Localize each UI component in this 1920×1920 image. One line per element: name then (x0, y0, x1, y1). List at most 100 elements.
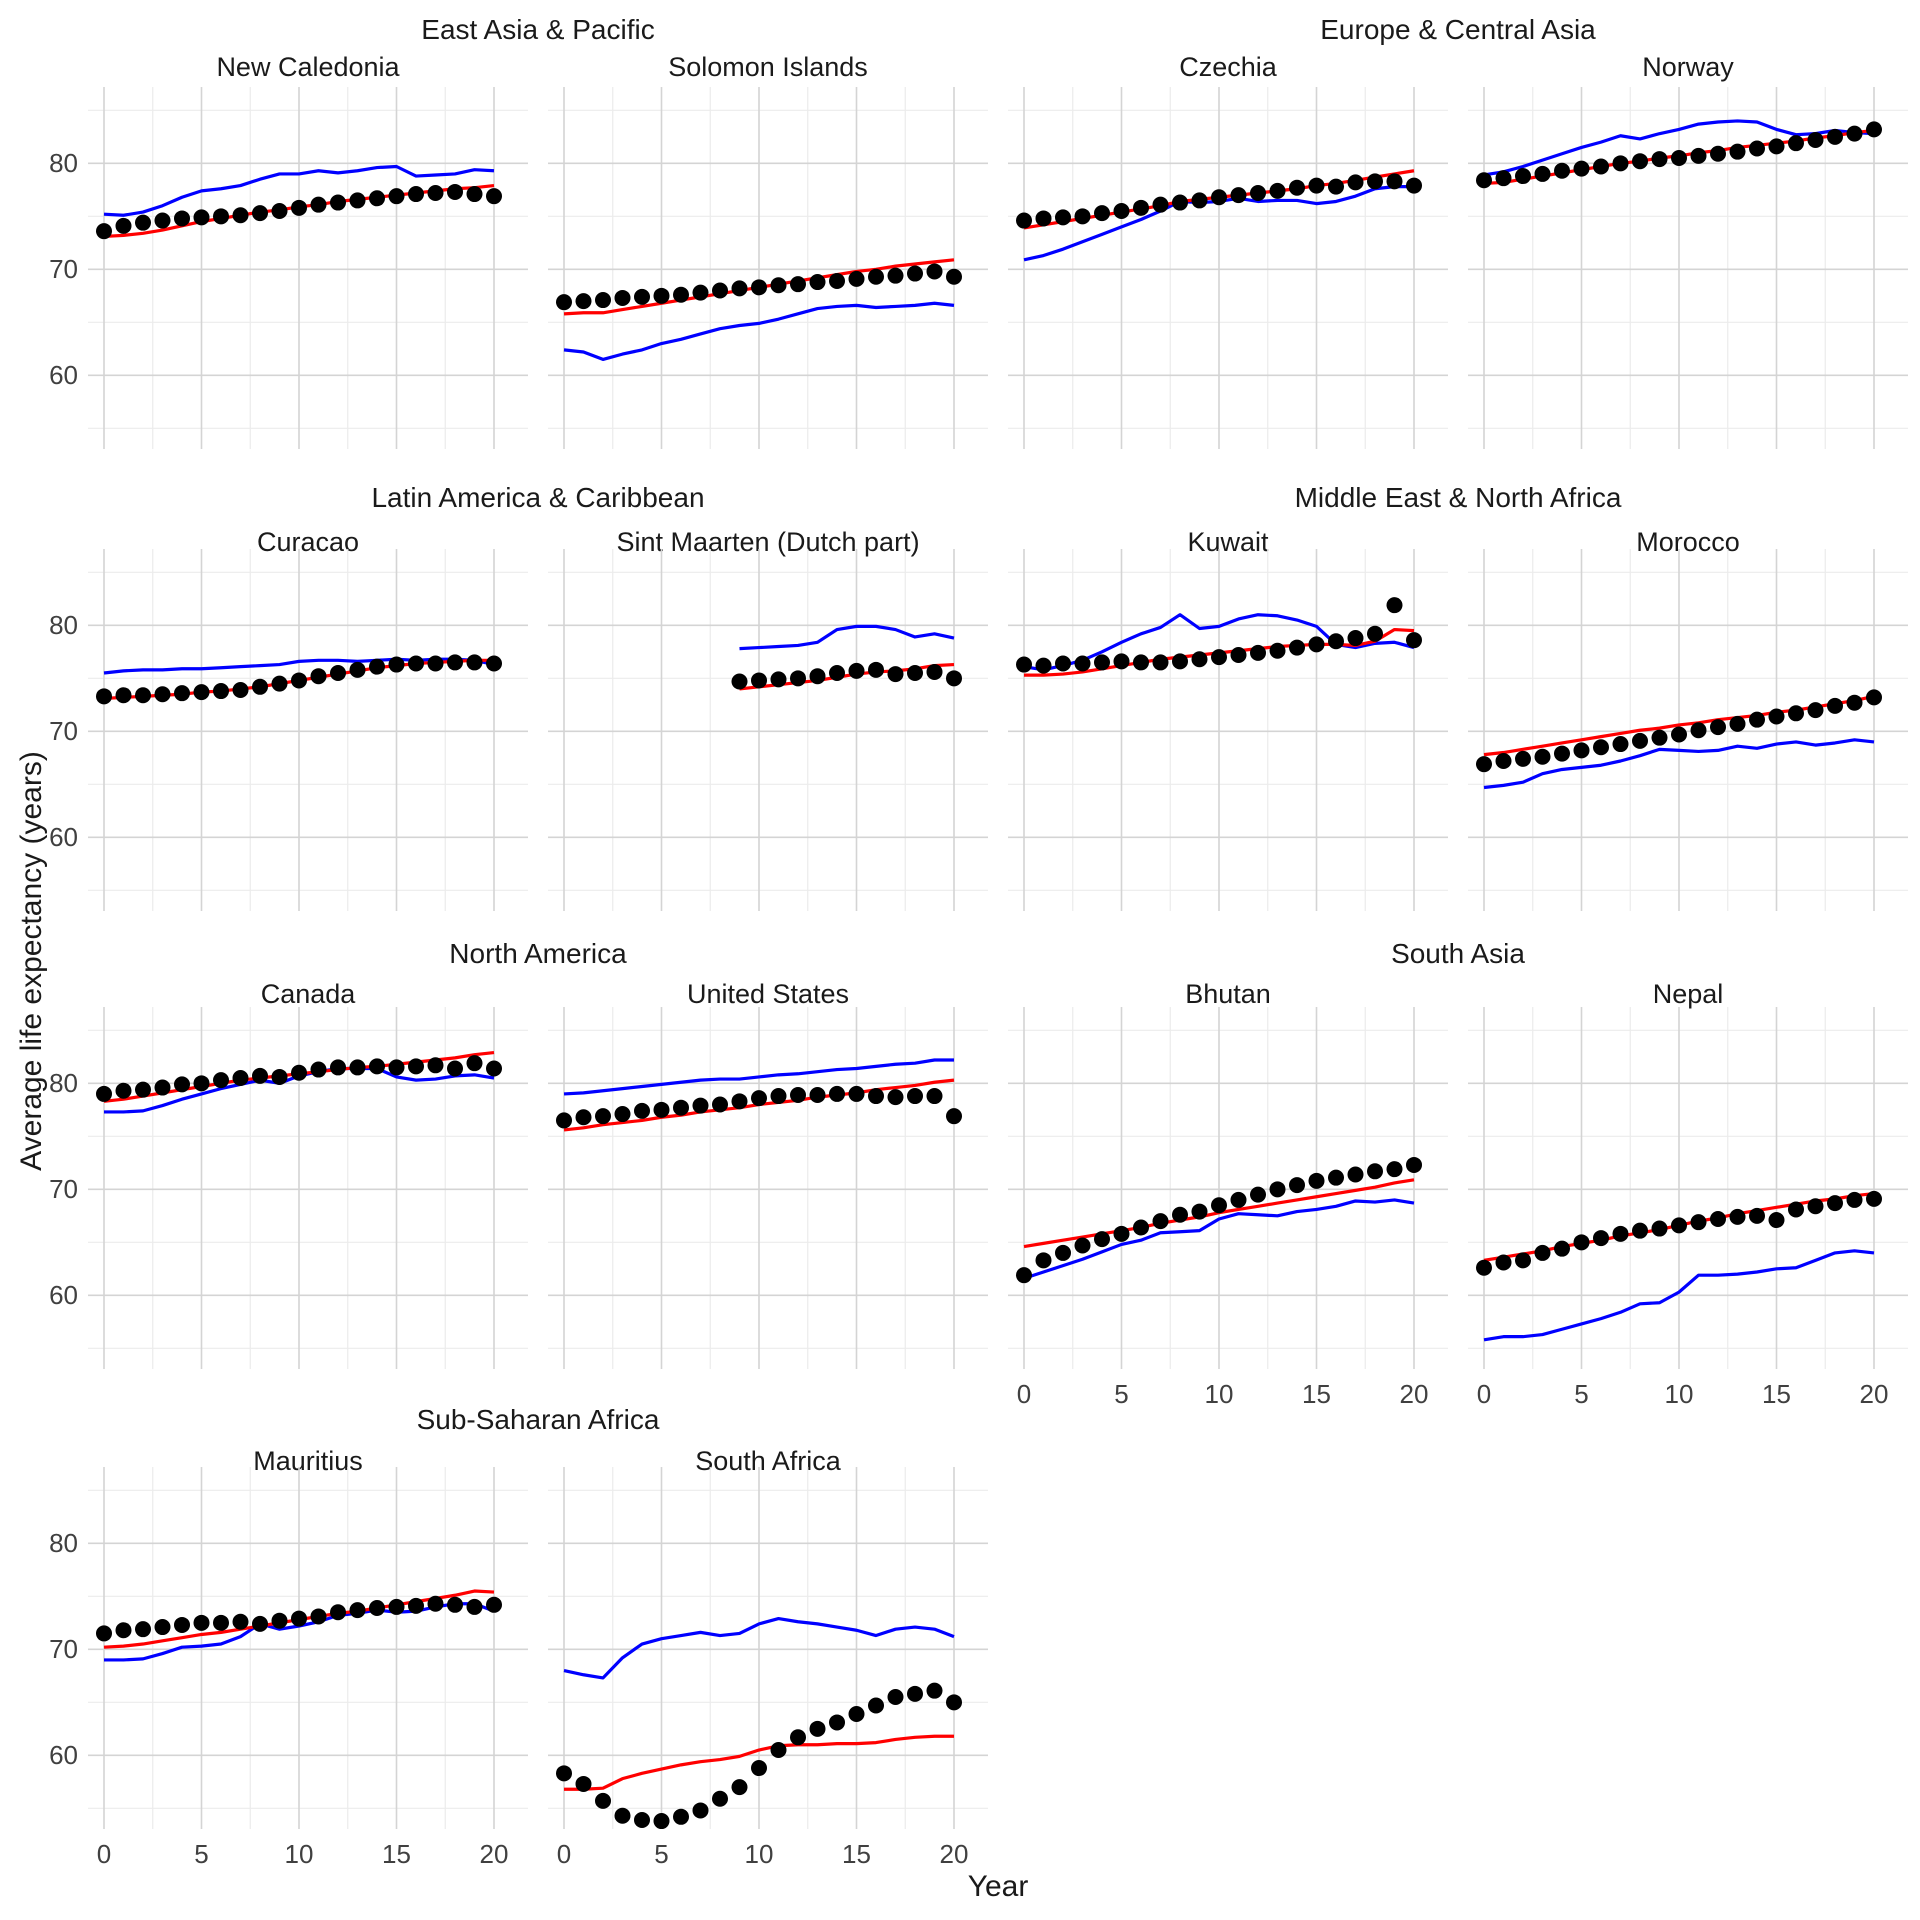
observed-point (770, 277, 787, 294)
observed-point (486, 1596, 502, 1613)
x-tick-label: 10 (1205, 1379, 1234, 1409)
observed-point (634, 1811, 650, 1828)
observed-point (447, 183, 463, 200)
observed-point (1612, 155, 1629, 172)
observed-point (868, 661, 884, 678)
observed-point (1807, 1198, 1824, 1215)
observed-point (1651, 729, 1668, 746)
observed-point (595, 292, 611, 309)
observed-point (271, 1612, 288, 1629)
blue-model-line (739, 624, 955, 651)
observed-point (1671, 1217, 1687, 1234)
observed-point (349, 1602, 366, 1619)
observed-point (1846, 694, 1863, 711)
blue-model-line (1023, 1198, 1415, 1280)
panel-kuwait (1008, 549, 1448, 911)
observed-point (809, 274, 826, 291)
observed-point (1386, 173, 1403, 190)
observed-point (712, 1096, 728, 1113)
observed-point (556, 1765, 572, 1782)
observed-point (252, 205, 268, 222)
observed-point (135, 1081, 151, 1098)
observed-point (1671, 726, 1687, 743)
observed-point (848, 1705, 865, 1722)
observed-point (1367, 1163, 1383, 1180)
observed-point (1593, 1230, 1609, 1247)
observed-point (1055, 1244, 1071, 1261)
observed-point (135, 687, 151, 704)
observed-point (427, 655, 444, 672)
observed-point (1749, 711, 1765, 728)
x-tick-label: 5 (1574, 1379, 1588, 1409)
observed-point (1055, 209, 1071, 226)
blue-model-line (103, 164, 495, 217)
observed-point (291, 1610, 307, 1627)
observed-point (1515, 750, 1531, 767)
observed-point (447, 1596, 463, 1613)
observed-point (751, 1090, 767, 1107)
observed-point (1406, 177, 1422, 194)
observed-point (349, 661, 366, 678)
observed-point (868, 1697, 884, 1714)
observed-point (790, 1086, 806, 1103)
observed-point (1866, 121, 1882, 138)
observed-point (1172, 653, 1188, 670)
observed-point (614, 1807, 631, 1824)
observed-point (466, 186, 483, 203)
observed-point (213, 1614, 229, 1631)
observed-point (692, 1097, 709, 1114)
observed-point (447, 654, 463, 671)
panel-sint-maarten-dutch-part (548, 549, 988, 911)
observed-point (486, 655, 502, 672)
observed-point (731, 673, 748, 690)
observed-point (1573, 1234, 1590, 1251)
x-tick-label: 5 (1114, 1379, 1128, 1409)
observed-point (369, 1058, 385, 1075)
observed-point (907, 265, 923, 282)
observed-point (1269, 182, 1286, 199)
observed-point (1612, 736, 1629, 753)
observed-point (1749, 1207, 1765, 1224)
observed-point (154, 212, 171, 229)
observed-point (926, 1682, 943, 1699)
observed-point (1016, 656, 1032, 673)
observed-point (1573, 742, 1590, 759)
region-title-latin-america-caribbean: Latin America & Caribbean (371, 482, 705, 513)
observed-point (1094, 205, 1110, 222)
observed-point (595, 1108, 611, 1125)
panel-bhutan: 0 5 10 15 20 (1008, 1007, 1448, 1409)
facet-title-sint-maarten-dutch-part: Sint Maarten (Dutch part) (616, 527, 920, 557)
observed-point (1172, 1206, 1188, 1223)
observed-point (466, 1598, 483, 1615)
observed-point (653, 1813, 670, 1830)
observed-point (1710, 145, 1726, 162)
panel-czechia (1008, 87, 1448, 449)
observed-point (427, 1057, 444, 1074)
x-tick-label: 20 (480, 1839, 509, 1869)
observed-point (614, 1106, 631, 1123)
panel-canada (88, 1007, 528, 1369)
facet-title-new-caledonia: New Caledonia (216, 52, 400, 82)
panel-solomon-islands (548, 87, 988, 449)
observed-point (731, 280, 748, 297)
observed-point (1328, 178, 1344, 195)
blue-model-line (1483, 738, 1875, 790)
observed-point (1827, 1195, 1843, 1212)
observed-point (1347, 174, 1364, 191)
observed-point (1406, 632, 1422, 649)
observed-point (1211, 1197, 1227, 1214)
observed-point (1476, 1259, 1492, 1276)
blue-model-line (1483, 1249, 1875, 1342)
facet-title-norway: Norway (1642, 52, 1734, 82)
observed-point (193, 684, 210, 701)
region-title-europe-central-asia: Europe & Central Asia (1320, 14, 1596, 45)
y-tick-label: 80 (49, 148, 78, 178)
observed-point (790, 670, 806, 687)
observed-point (1074, 1237, 1091, 1254)
observed-point (330, 194, 346, 211)
observed-point (692, 1802, 709, 1819)
observed-point (252, 1615, 268, 1632)
observed-point (1866, 1190, 1882, 1207)
observed-point (926, 1088, 943, 1105)
observed-point (369, 190, 385, 207)
